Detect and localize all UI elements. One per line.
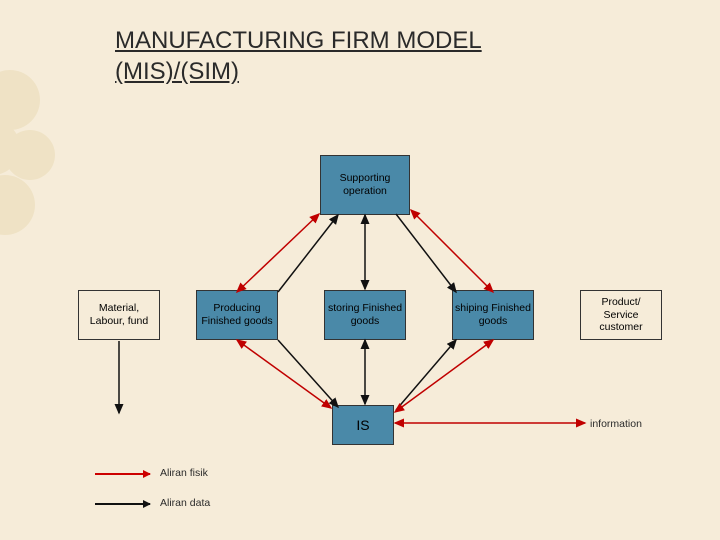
node-label: storing Finished goods <box>327 302 403 327</box>
legend-arrow-fisik-icon <box>95 473 150 475</box>
slide-decoration <box>0 60 80 260</box>
title-line-2: (MIS)/(SIM) <box>115 56 482 87</box>
node-label: Producing Finished goods <box>199 302 275 327</box>
slide-title: MANUFACTURING FIRM MODEL (MIS)/(SIM) <box>115 25 482 87</box>
node-storing-finished-goods: storing Finished goods <box>324 290 406 340</box>
node-is: IS <box>332 405 394 445</box>
node-label: Supporting operation <box>323 172 407 197</box>
node-label: shiping Finished goods <box>455 302 531 327</box>
node-product-service-customer: Product/ Service customer <box>580 290 662 340</box>
node-shipping-finished-goods: shiping Finished goods <box>452 290 534 340</box>
node-label: information <box>590 418 642 430</box>
node-producing-finished-goods: Producing Finished goods <box>196 290 278 340</box>
node-supporting-operation: Supporting operation <box>320 155 410 215</box>
legend-label-fisik: Aliran fisik <box>160 467 208 479</box>
node-label: IS <box>356 417 369 434</box>
legend-arrow-data-icon <box>95 503 150 505</box>
legend-label-data: Aliran data <box>160 497 210 509</box>
node-material-labour-fund: Material, Labour, fund <box>78 290 160 340</box>
node-label: Material, Labour, fund <box>81 302 157 327</box>
label-information: information <box>590 418 642 430</box>
node-label: Product/ Service customer <box>583 296 659 334</box>
title-line-1: MANUFACTURING FIRM MODEL <box>115 25 482 56</box>
